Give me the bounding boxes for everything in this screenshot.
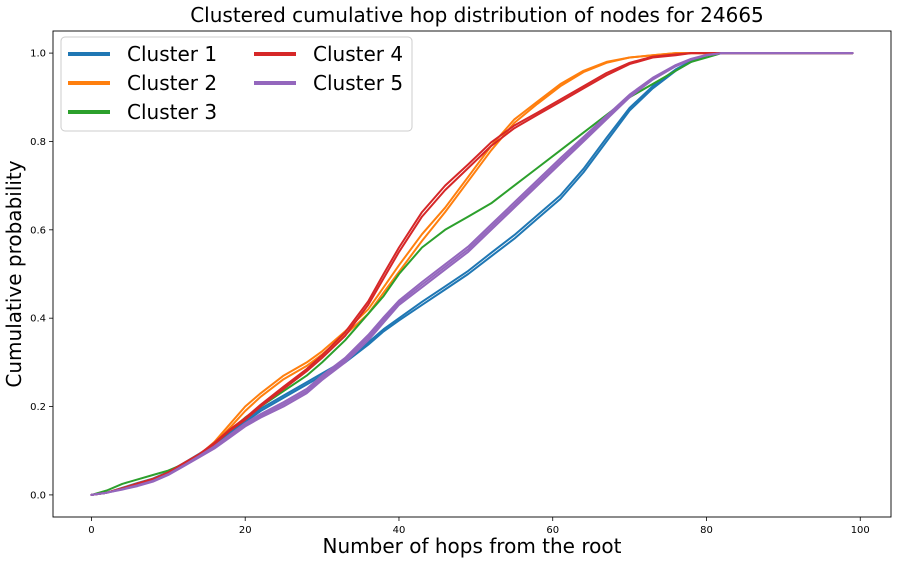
legend-label-1: Cluster 1 — [127, 42, 217, 66]
x-tick-label: 40 — [393, 525, 406, 536]
y-tick-label: 0.6 — [30, 225, 46, 236]
x-tick-label: 0 — [88, 525, 94, 536]
legend-label-5: Cluster 5 — [313, 71, 403, 95]
series-line-5-3 — [90, 52, 854, 496]
legend-label-3: Cluster 3 — [127, 100, 217, 124]
series-layer — [90, 52, 854, 496]
chart-title: Clustered cumulative hop distribution of… — [190, 3, 764, 27]
y-axis-label: Cumulative probability — [2, 160, 26, 387]
y-axis: 0.0 0.2 0.4 0.6 0.8 1.0 — [30, 49, 53, 501]
x-tick-label: 60 — [546, 525, 559, 536]
x-tick-label: 80 — [700, 525, 713, 536]
legend: Cluster 1 Cluster 2 Cluster 3 Cluster 4 Clus… — [60, 36, 413, 132]
legend-label-2: Cluster 2 — [127, 71, 217, 95]
x-axis: 0 20 40 60 80 100 — [88, 517, 870, 536]
x-tick-label: 100 — [851, 525, 870, 536]
legend-label-4: Cluster 4 — [313, 42, 403, 66]
y-tick-label: 0.2 — [30, 402, 46, 413]
series-line-4-2 — [90, 52, 854, 496]
x-tick-label: 20 — [239, 525, 252, 536]
legend-box — [60, 36, 413, 132]
y-tick-label: 0.4 — [30, 314, 46, 325]
y-tick-label: 0.8 — [30, 137, 46, 148]
y-tick-label: 0.0 — [30, 490, 46, 501]
x-axis-label: Number of hops from the root — [323, 534, 622, 558]
y-tick-label: 1.0 — [30, 49, 46, 60]
